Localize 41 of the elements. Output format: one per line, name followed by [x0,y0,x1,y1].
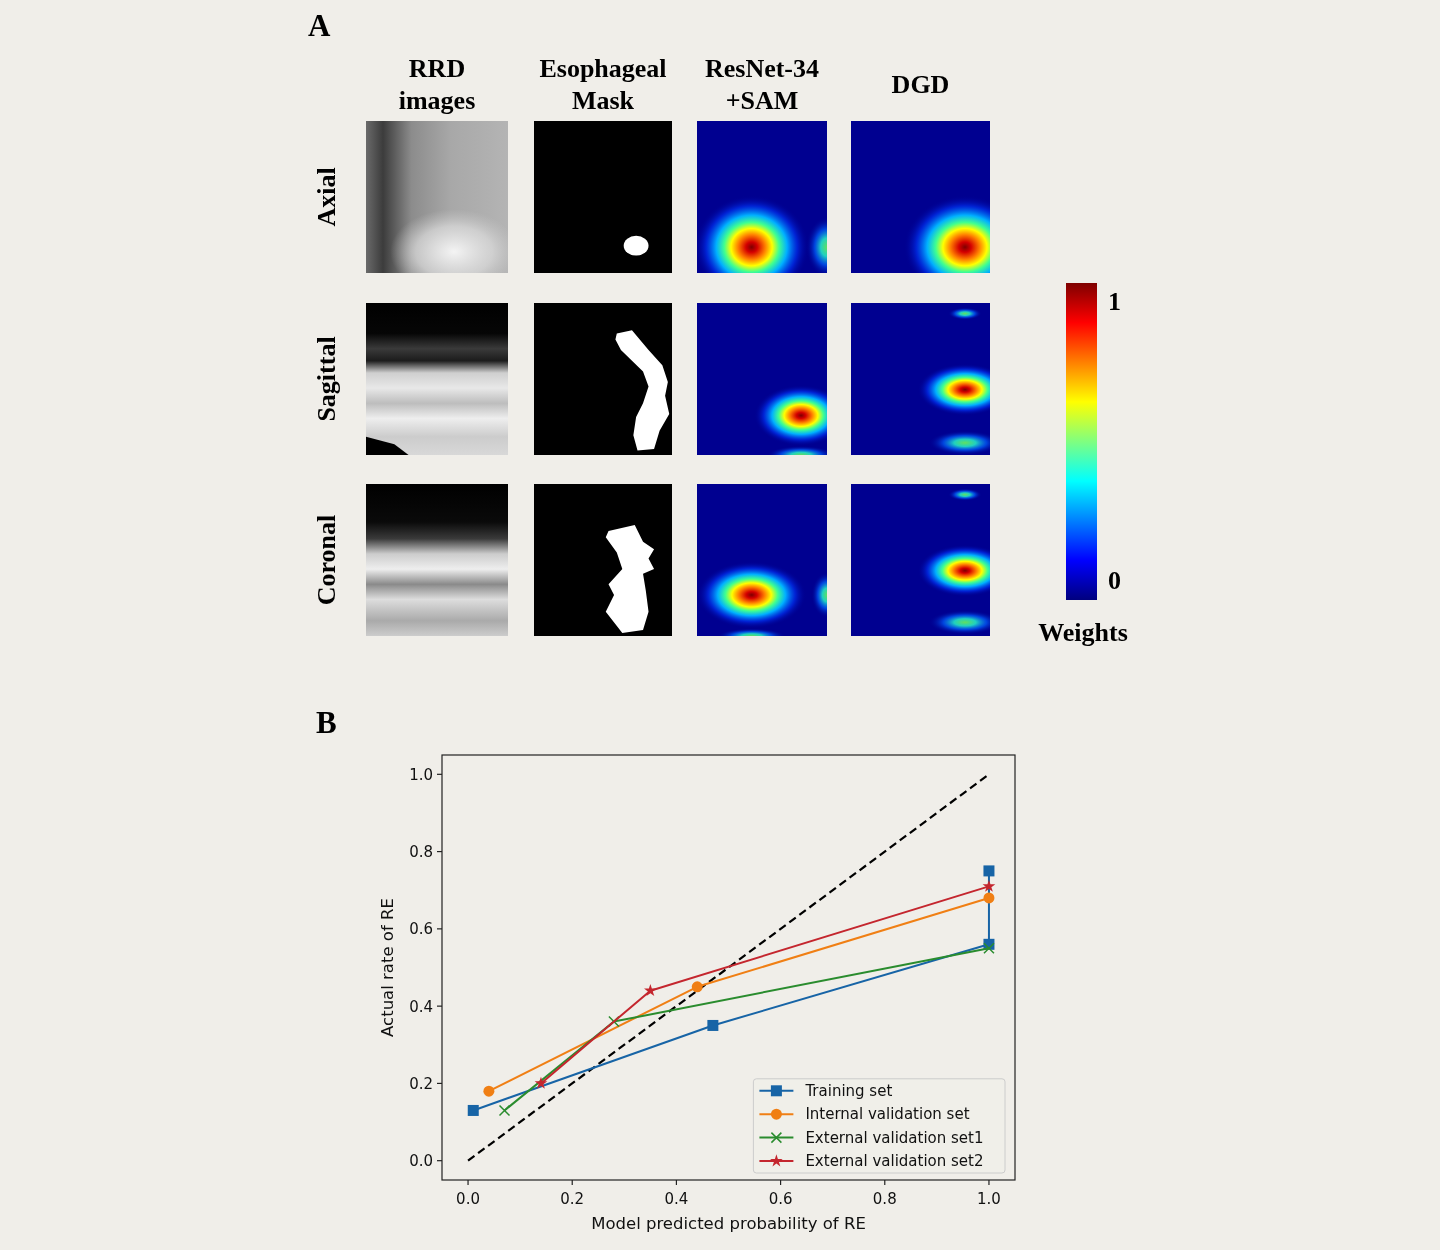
category-label: Esophageal Mask [539,54,667,115]
x-tick-label: 0.8 [872,1190,897,1208]
y-tick-label: 0.4 [409,997,433,1016]
legend-label: External validation set1 [805,1128,984,1147]
y-tick-label: 0.2 [409,1074,433,1093]
legend-label: Internal validation set [805,1105,970,1124]
category-label: Coronal [312,514,341,606]
point [498,1104,511,1117]
point [982,879,996,892]
point [707,1019,719,1031]
legend-label: Training set [804,1081,893,1100]
category-label: DGD [891,70,950,99]
x-tick-label: 0.4 [664,1190,689,1208]
y-tick-label: 0.6 [409,920,433,939]
x-tick-label: 0.6 [768,1190,793,1208]
text: 1 [1108,287,1121,316]
x-tick-label: 1.0 [977,1190,1001,1208]
point [644,984,657,997]
point [983,865,995,877]
y-axis-title: Actual rate of RE [378,898,397,1037]
y-tick-label: 0.8 [409,843,433,862]
point [483,1085,495,1097]
point [534,1076,548,1089]
point [983,892,995,904]
y-tick-label: 0.0 [409,1152,433,1171]
text: 0 [1108,566,1121,595]
point [691,981,703,993]
color-bar-title: Weights [1038,618,1128,647]
y-tick-label: 1.0 [409,765,433,784]
chart-title: B [316,705,337,740]
category-label: Sagittal [312,336,341,422]
point [983,942,995,954]
category-label: RRD images [398,54,476,115]
x-tick-label: 0.0 [456,1190,480,1208]
x-axis-title: Model predicted probability of RE [591,1214,866,1233]
x-tick-label: 0.2 [560,1190,585,1208]
category-label: Axial [312,167,341,227]
legend-label: External validation set2 [805,1152,984,1170]
text: A [308,8,331,43]
category-label: ResNet-34 +SAM [704,54,820,115]
point [467,1104,479,1116]
